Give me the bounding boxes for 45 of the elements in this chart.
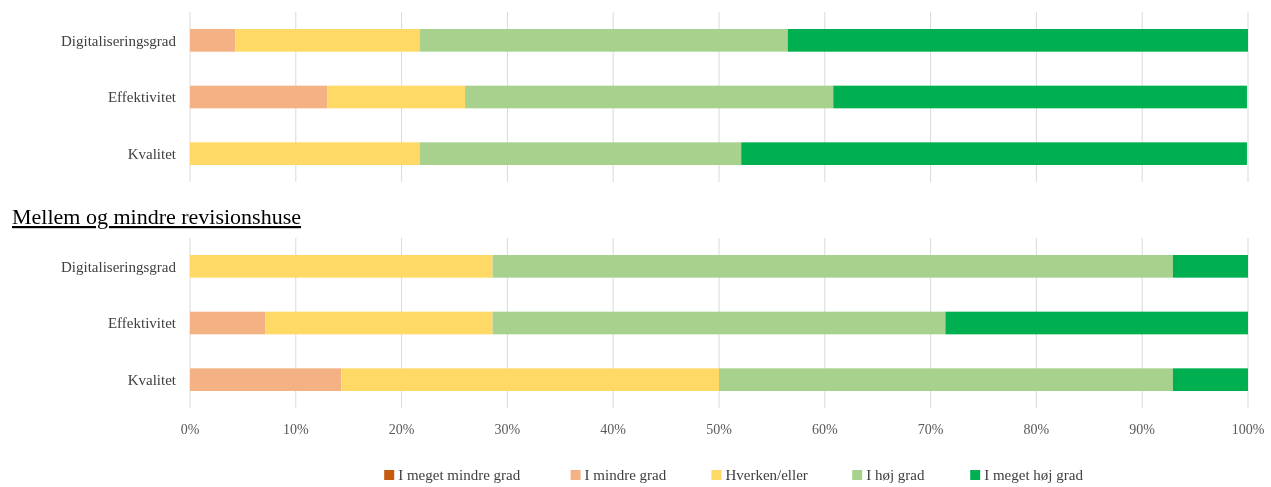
bar <box>1172 255 1248 278</box>
legend-label: I meget høj grad <box>984 467 1084 483</box>
bar <box>265 311 493 335</box>
y-tick-label: Effektivitet <box>107 89 177 106</box>
x-tick-label: 100% <box>1231 422 1265 437</box>
y-tick-label: Digitaliseringsgrad <box>61 258 177 275</box>
bar <box>419 29 788 52</box>
x-tick-label: 40% <box>600 422 627 437</box>
legend-label: Hverken/eller <box>725 467 808 483</box>
legend-label: I meget mindre grad <box>398 467 521 483</box>
y-tick-label: Digitaliseringsgrad <box>61 32 177 49</box>
x-tick-label: 60% <box>811 422 838 437</box>
bar <box>419 142 742 165</box>
bar <box>1172 368 1248 391</box>
y-tick-label: Kvalitet <box>127 145 177 162</box>
bar <box>190 368 342 391</box>
x-tick-label: 10% <box>282 422 309 437</box>
bar <box>945 311 1248 335</box>
x-tick-label: 20% <box>388 422 415 437</box>
bar <box>190 142 420 165</box>
bar <box>190 311 266 335</box>
x-tick-label: 50% <box>706 422 733 437</box>
legend-label: I mindre grad <box>584 467 667 483</box>
y-tick-label: Effektivitet <box>107 315 177 332</box>
x-tick-label: 90% <box>1129 422 1156 437</box>
bar <box>492 255 1173 278</box>
x-tick-label: 0% <box>180 422 200 437</box>
bar <box>327 85 466 109</box>
bar <box>787 29 1248 52</box>
chart-title: Mellem og mindre revisionshuse <box>12 204 302 229</box>
x-tick-label: 70% <box>917 422 944 437</box>
bar <box>465 85 834 109</box>
x-tick-label: 80% <box>1023 422 1050 437</box>
bar <box>190 255 493 278</box>
legend-label: I høj grad <box>866 467 926 483</box>
bar <box>833 85 1247 109</box>
y-tick-label: Kvalitet <box>127 371 177 388</box>
bar <box>741 142 1247 165</box>
bar <box>492 311 946 335</box>
bar <box>341 368 719 391</box>
bar <box>719 368 1173 391</box>
bar <box>190 29 236 52</box>
bar <box>235 29 420 52</box>
x-tick-label: 30% <box>494 422 521 437</box>
bar <box>190 85 328 109</box>
